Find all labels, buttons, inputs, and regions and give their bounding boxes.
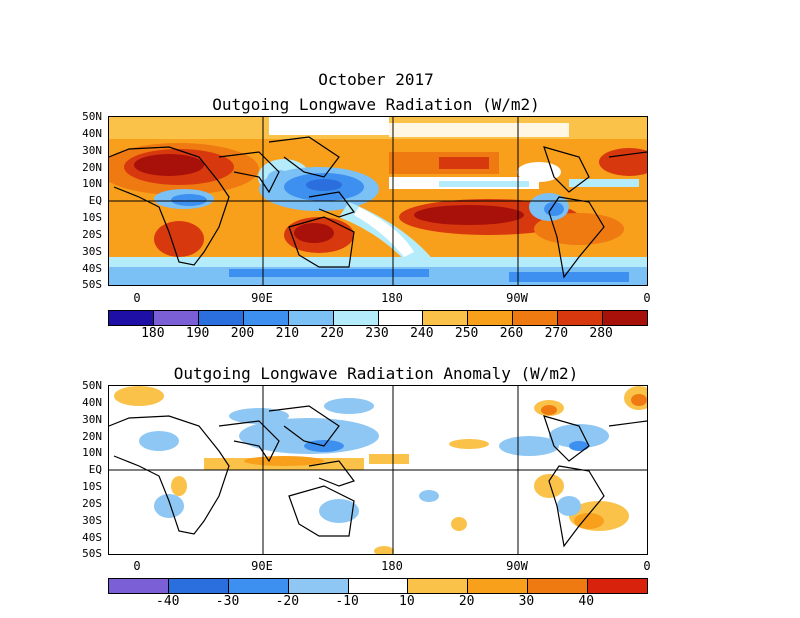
lat-label: 40S [82,262,102,275]
lon-label: 90W [506,559,528,573]
colorbar-tick-label: 40 [578,594,595,609]
lat-label: 10S [82,211,102,224]
lat-label: 20S [82,497,102,510]
lat-label: EQ [88,194,102,207]
colorbar-swatch [468,311,514,325]
colorbar-swatch [558,311,604,325]
lat-label: 40N [82,396,102,409]
lon-label: 180 [381,559,403,573]
colorbar-swatch [228,579,289,593]
lat-label: 10N [82,446,102,459]
lat-label: 30N [82,413,102,426]
lon-label: 0 [643,559,651,573]
colorbar-tick-label: 240 [410,326,434,341]
colorbar-tick-label: 10 [399,594,415,609]
anomaly-colorbar [108,578,648,594]
colorbar-tick-label: 190 [185,326,210,341]
colorbar-swatch [109,579,169,593]
anomaly-map-title: Outgoing Longwave Radiation Anomaly (W/m… [173,364,579,383]
colorbar-swatch [423,311,469,325]
colorbar-swatch [408,579,469,593]
colorbar-tick-label: 250 [454,326,479,341]
colorbar-tick-label: -40 [156,594,180,609]
lon-label: 90W [506,291,528,305]
lat-label: 50N [82,110,102,123]
lat-label: 10S [82,480,102,493]
lat-label: 40N [82,127,102,140]
lon-label: 0 [133,291,141,305]
colorbar-tick-label: 210 [275,326,300,341]
colorbar-swatch [378,311,424,325]
lon-label: 0 [643,291,651,305]
lat-label: 50N [82,379,102,392]
colorbar-swatch [109,311,154,325]
colorbar-tick-label: -10 [335,594,359,609]
lat-label: 20S [82,228,102,241]
anomaly-map-field [109,386,647,554]
colorbar-swatch [603,311,648,325]
lat-label: 20N [82,161,102,174]
olr-map-title: Outgoing Longwave Radiation (W/m2) [212,95,540,114]
olr-map-field [109,117,647,285]
lon-label: 90E [251,291,273,305]
lat-label: 40S [82,531,102,544]
colorbar-tick-label: 260 [499,326,524,341]
colorbar-swatch [528,579,589,593]
colorbar-tick-label: -20 [275,594,300,609]
colorbar-swatch [588,579,648,593]
colorbar-tick-label: -30 [215,594,240,609]
lat-label: 50S [82,278,102,291]
lat-label: 30S [82,245,102,258]
anomaly-map-panel [108,385,648,555]
colorbar-swatch [168,579,229,593]
lat-label: 20N [82,430,102,443]
lon-label: 0 [133,559,141,573]
colorbar-tick-label: 20 [458,594,475,609]
colorbar-tick-label: 180 [141,326,165,341]
lat-label: EQ [88,463,102,476]
olr-map-panel [108,116,648,286]
lat-label: 30S [82,514,102,527]
lat-label: 10N [82,177,102,190]
colorbar-swatch [198,311,244,325]
lon-label: 180 [381,291,403,305]
figure-date-title: October 2017 [318,70,434,89]
colorbar-swatch [513,311,559,325]
lat-label: 50S [82,547,102,560]
lon-label: 90E [251,559,273,573]
colorbar-swatch [348,579,409,593]
colorbar-swatch [468,579,529,593]
colorbar-swatch [333,311,379,325]
colorbar-tick-label: 220 [320,326,344,341]
lat-label: 30N [82,144,102,157]
colorbar-tick-label: 30 [518,594,535,609]
colorbar-tick-label: 280 [589,326,613,341]
colorbar-swatch [288,311,334,325]
colorbar-swatch [153,311,199,325]
colorbar-tick-label: 200 [230,326,255,341]
colorbar-tick-label: 230 [365,326,389,341]
colorbar-tick-label: 270 [544,326,569,341]
colorbar-swatch [243,311,289,325]
olr-colorbar [108,310,648,326]
colorbar-swatch [288,579,349,593]
